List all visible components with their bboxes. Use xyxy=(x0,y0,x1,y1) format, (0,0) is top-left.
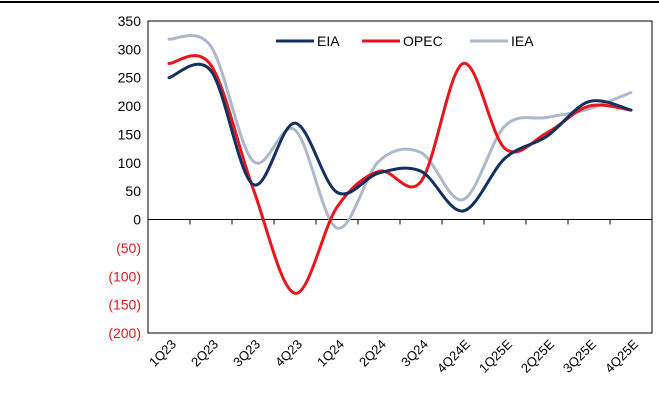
x-tick-label: 4Q25E xyxy=(602,336,641,375)
y-tick-label: (200) xyxy=(108,325,141,341)
legend-label-iea: IEA xyxy=(511,33,534,49)
x-tick-label: 3Q24 xyxy=(398,337,431,370)
x-tick-label: 3Q23 xyxy=(230,337,263,370)
y-tick-label: 350 xyxy=(118,13,142,29)
x-tick-label: 1Q23 xyxy=(146,337,179,370)
x-tick-label: 4Q23 xyxy=(272,337,305,370)
y-tick-label: 50 xyxy=(125,183,141,199)
series-line-iea xyxy=(167,34,633,230)
x-tick-label: 3Q25E xyxy=(560,336,599,375)
y-axis-ticks: 350 300 250 200 150 100 50 0 (50) (100) (150) (200) xyxy=(108,13,141,341)
series-line-opec xyxy=(167,54,633,295)
series-line-eia xyxy=(167,62,633,213)
x-tick-label: 2Q25E xyxy=(518,336,557,375)
plot-frame xyxy=(147,20,653,334)
y-tick-label: 300 xyxy=(118,41,142,57)
y-tick-label: 250 xyxy=(118,70,142,86)
plot-area-border xyxy=(147,20,653,334)
y-tick-label: (100) xyxy=(108,268,141,284)
x-tick-label: 4Q24E xyxy=(434,336,473,375)
x-tick-label: 2Q23 xyxy=(188,337,221,370)
legend-label-opec: OPEC xyxy=(403,33,443,49)
x-tick-label: 1Q24 xyxy=(314,337,347,370)
legend: EIA OPEC IEA xyxy=(276,33,534,49)
y-tick-label: (150) xyxy=(108,297,141,313)
y-tick-label: 100 xyxy=(118,155,142,171)
y-tick-label: 200 xyxy=(118,98,142,114)
series-lines xyxy=(167,34,633,295)
y-tick-label: 150 xyxy=(118,126,142,142)
y-tick-label: 0 xyxy=(133,212,141,228)
x-axis: 1Q23 2Q23 3Q23 4Q23 1Q24 2Q24 3Q24 4Q24E 1Q25E 2Q… xyxy=(146,219,652,376)
legend-label-eia: EIA xyxy=(317,33,340,49)
x-tick-label: 1Q25E xyxy=(476,336,515,375)
x-tick-label: 2Q24 xyxy=(356,337,389,370)
y-tick-label: (50) xyxy=(116,240,141,256)
